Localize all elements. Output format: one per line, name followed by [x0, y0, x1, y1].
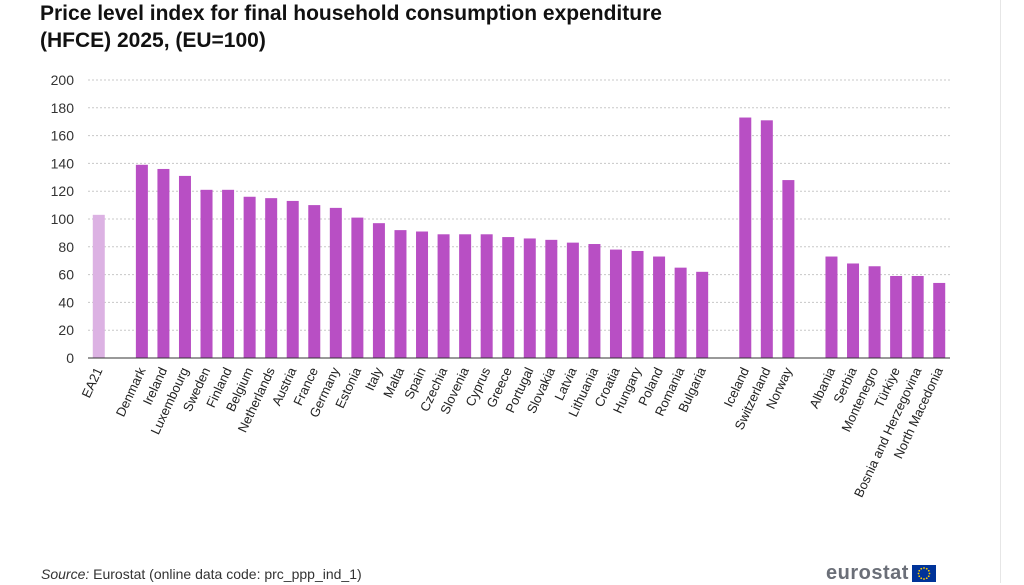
flag-star [927, 574, 930, 577]
bar-germany [329, 207, 342, 358]
gridlines [88, 79, 950, 331]
bar-luxembourg [178, 175, 191, 358]
bar-albania [825, 256, 838, 358]
bar-slovenia [459, 234, 472, 358]
bar-france [308, 205, 321, 358]
y-tick-label: 0 [66, 350, 74, 366]
bar-ireland [157, 168, 170, 358]
bar-austria [286, 200, 299, 358]
bar-czechia [437, 234, 450, 358]
flag-star [920, 576, 923, 579]
bar-ea21 [92, 214, 105, 358]
bar-denmark [135, 164, 148, 358]
flag-star [925, 567, 928, 570]
source-text: Eurostat (online data code: prc_ppp_ind_… [89, 566, 362, 582]
flag-star [927, 569, 930, 572]
bar-romania [674, 267, 687, 358]
bar-iceland [739, 117, 752, 358]
y-tick-label: 160 [51, 128, 75, 144]
y-tick-label: 40 [58, 294, 74, 310]
y-tick-label: 20 [58, 322, 74, 338]
frame-border [1000, 0, 1001, 583]
bar-greece [502, 237, 515, 358]
bar-north-macedonia [933, 282, 946, 358]
chart-title-line-2: (HFCE) 2025, (EU=100) [40, 29, 266, 52]
x-axis-tick-labels: EA21 DenmarkIrelandLuxembourgSwedenFinlan… [78, 364, 946, 499]
bar-italy [372, 223, 385, 358]
bar-poland [653, 256, 666, 358]
y-tick-label: 180 [51, 100, 75, 116]
y-tick-label: 60 [58, 267, 74, 283]
bar-t-rkiye [890, 275, 903, 358]
bar-slovakia [545, 239, 558, 358]
flag-star [918, 574, 921, 577]
bar-netherlands [265, 198, 278, 358]
bar-montenegro [868, 266, 881, 358]
bar-estonia [351, 217, 364, 358]
bar-bosnia-and-herzegovina [911, 275, 924, 358]
flag-star [917, 572, 920, 574]
flag-star [923, 566, 925, 569]
flag-star [923, 577, 925, 580]
bar-lithuania [588, 244, 601, 358]
y-tick-label: 200 [51, 72, 75, 88]
bar-norway [782, 180, 795, 358]
bar-cyprus [480, 234, 493, 358]
bar-belgium [243, 196, 256, 358]
x-tick-label: Albania [806, 364, 838, 410]
source-note: Source: Eurostat (online data code: prc_… [41, 566, 362, 582]
bar-finland [222, 189, 235, 358]
y-tick-label: 100 [51, 211, 75, 227]
eurostat-logo-text: eurostat [826, 561, 909, 584]
bars [92, 117, 946, 358]
y-tick-label: 120 [51, 183, 75, 199]
bar-spain [416, 231, 429, 358]
chart-title-line-1: Price level index for final household co… [40, 2, 662, 25]
eurostat-logo: eurostat [826, 561, 936, 584]
bar-malta [394, 230, 407, 358]
eu-flag-icon [911, 564, 936, 582]
bar-bulgaria [696, 271, 709, 358]
x-tick-label: EA21 [78, 365, 105, 400]
bar-latvia [566, 242, 579, 358]
bar-croatia [609, 249, 622, 358]
bar-portugal [523, 238, 536, 358]
y-axis-tick-labels: 0 20 40 60 80 100 120 140 160 180 200 [51, 72, 75, 366]
bar-switzerland [760, 120, 773, 358]
source-label: Source: [41, 566, 90, 582]
flag-star [928, 572, 931, 574]
y-tick-label: 80 [58, 239, 74, 255]
bar-serbia [847, 263, 860, 358]
flag-star [918, 569, 921, 572]
chart-title: Price level index for final household co… [40, 0, 980, 54]
y-tick-label: 140 [51, 155, 75, 171]
flag-star [920, 567, 923, 570]
flag-star [925, 576, 928, 579]
bar-hungary [631, 250, 644, 358]
bar-sweden [200, 189, 213, 358]
